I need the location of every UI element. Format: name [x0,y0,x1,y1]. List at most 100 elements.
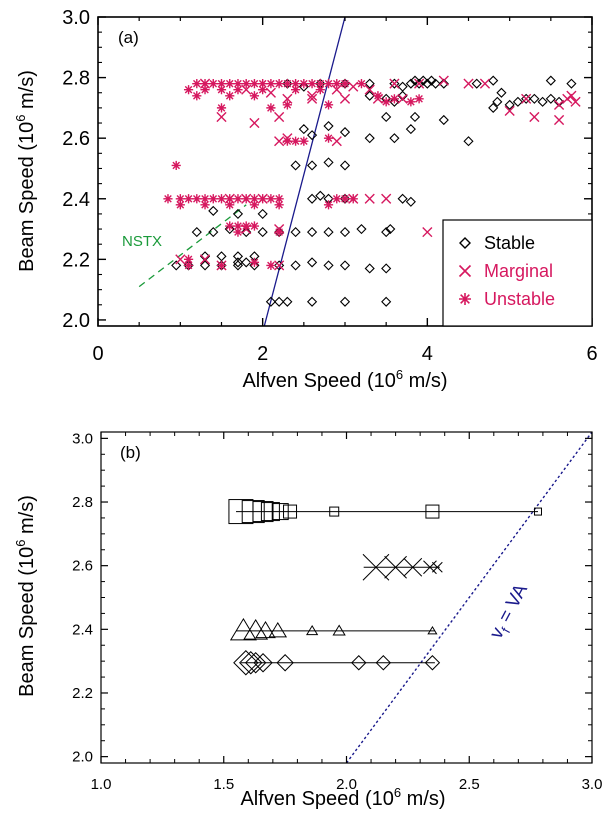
panel-a-stable-point [389,133,400,144]
panel-b-y-tick-label: 2.4 [72,621,93,638]
panel-a-chart: 0 2 4 6 2.0 2.2 2.4 2.6 2.8 3.0 (a) NSTX Stable M… [13,7,598,392]
panel-a-stable-point [339,160,351,171]
panel-a-stable-point [306,130,318,141]
panel-a-stable-point [241,257,252,268]
panel-a-unstable-point [183,254,194,264]
panel-a-stable-point [496,87,507,98]
panel-a-stable-point [306,227,318,238]
panel-a-stable-point [405,78,416,89]
panel-a-stable-point [274,260,285,271]
panel-a-unstable-point [323,133,334,143]
panel-a-stable-point [381,263,392,274]
panel-a-stable-point [290,160,301,171]
panel-a-unstable-point [299,79,309,89]
panel-a-unstable-point [266,103,276,113]
panel-a-marginal-point [216,111,227,123]
panel-a-marginal-point [274,111,285,123]
panel-b-diamond-point [424,655,441,671]
panel-a-unstable-point [381,97,391,107]
panel-a-stable-point [274,296,285,307]
panel-a-stable-point [504,99,515,110]
panel-a-unstable-point [225,194,235,204]
panel-b-y-tick-label: 2.0 [72,749,93,766]
panel-a-y-tick-label: 2.0 [62,310,90,332]
panel-a-marginal-point [274,260,285,271]
panel-a-unstable-point [200,85,210,95]
panel-a-y-tick-label: 3.0 [62,7,90,29]
panel-a-unstable-point [192,79,202,89]
panel-a-marginal-point [306,93,318,104]
panel-b-x-point [403,557,423,577]
panel-a-marginal-point [504,105,515,117]
panel-a-unstable-point [249,194,260,204]
panel-a-stable-point [405,124,416,135]
panel-a-unstable-point [274,227,284,237]
panel-a-unstable-point [225,79,235,89]
panel-a-stable-point [191,227,202,238]
panel-a-x-axis-title: Alfven Speed (106 m/s) [242,367,447,392]
panel-a-stable-point [418,75,429,86]
legend-marker-unstable [459,293,471,305]
panel-a-stable-point [409,75,421,86]
panel-b-square-point [271,503,289,521]
panel-a-unstable-point [315,79,325,89]
panel-b-y-axis-title: Beam Speed (106 m/s) [13,495,38,697]
panel-a-marginal-point [570,96,581,107]
panel-a-unstable-point [299,136,309,146]
panel-a-unstable-point [249,200,260,210]
panel-a-stable-point [397,81,408,92]
panel-a-unstable-point [241,221,251,231]
panel-a-unstable-point [274,200,284,210]
panel-a-stable-point [389,96,400,107]
panel-a-stable-point [339,227,351,238]
panel-a-unstable-point [200,200,210,210]
panel-a-unstable-point [291,136,301,146]
panel-a-stable-point [199,251,211,262]
panel-b-x-point [431,561,443,573]
panel-a-unstable-point [266,79,276,89]
panel-a-stable-point [241,227,252,238]
panel-a-stable-point [216,251,227,262]
panel-b-x-point [362,553,390,581]
panel-a-marginal-point [422,226,433,238]
panel-a-unstable-point [249,221,260,231]
panel-a-unstable-point [258,194,268,204]
panel-a-stable-point [463,136,474,147]
panel-a-unstable-point [249,91,260,101]
panel-a-unstable-point [225,200,235,210]
panel-a-stable-point [257,227,268,238]
panel-b-x-tick-label: 2.0 [336,776,357,793]
panel-a-stable-point [232,260,244,271]
panel-a-stable-point [199,260,211,271]
panel-a-x-tick-label: 2 [257,343,268,365]
panel-b-x-point [423,560,437,575]
panel-a-stable-point [290,227,301,238]
panel-a-stable-point [529,93,540,104]
panel-a-unstable-point [282,136,292,146]
panel-a-unstable-point [216,194,227,204]
panel-a-unstable-point [323,79,334,89]
panel-a-unstable-point [225,221,235,231]
panel-a-marginal-point [553,114,565,126]
legend: Stable Marginal Unstable [442,219,593,327]
panel-b-diamond-point [375,655,392,671]
panel-a-stable-point [224,223,235,235]
panel-a-stable-point [208,205,219,216]
panel-a-marginal-point [265,87,276,98]
panel-a-marginal-point [438,75,449,86]
panel-a-stable-point [488,102,499,113]
panel-a-label: (a) [118,28,139,47]
panel-a-unstable-point [307,79,317,89]
nstx-line [138,204,247,288]
panel-a-stable-point [438,114,449,126]
panel-a-stable-point [537,96,548,107]
panel-b-diamond-point [233,650,259,676]
panel-a-unstable-point [200,194,210,204]
panel-a-stable-point [232,208,244,219]
panel-b-square-point [252,501,274,523]
panel-a-stable-point [381,296,392,307]
panel-a-stable-point [409,111,421,123]
panel-a-marginal-point [562,93,573,104]
vf-equals-va-line [263,17,346,326]
panel-a-stable-point [385,223,396,235]
